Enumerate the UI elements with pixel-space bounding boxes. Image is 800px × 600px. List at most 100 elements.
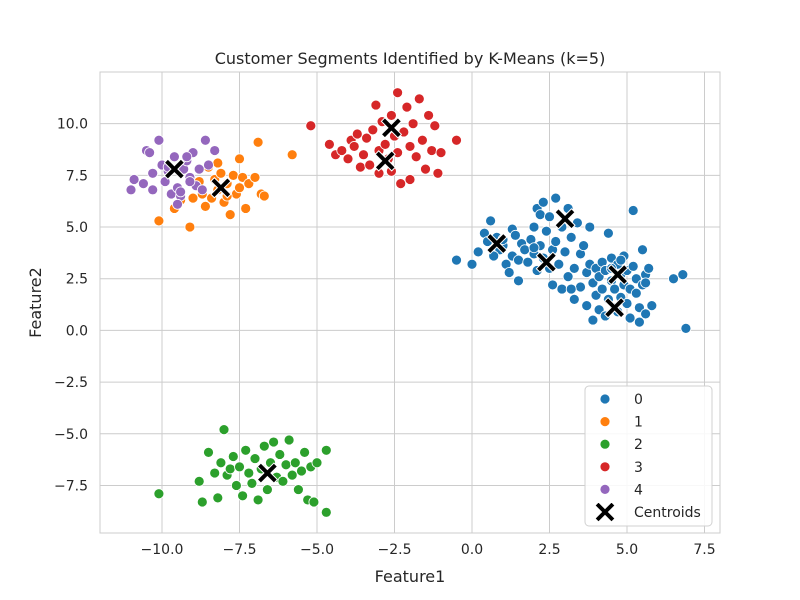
legend-marker-2 bbox=[599, 438, 611, 450]
data-point-cluster-1 bbox=[252, 136, 264, 148]
data-point-cluster-4 bbox=[181, 151, 193, 163]
data-point-cluster-2 bbox=[246, 477, 258, 489]
data-point-cluster-0 bbox=[627, 260, 639, 272]
legend-items: 0 1 2 3 4 Centroids bbox=[594, 392, 701, 523]
data-point-cluster-2 bbox=[308, 496, 320, 508]
data-point-cluster-3 bbox=[404, 141, 416, 152]
data-point-cluster-2 bbox=[237, 490, 249, 502]
legend-label-centroids: Centroids bbox=[634, 505, 701, 521]
centroid-marker bbox=[486, 232, 508, 255]
centroid-marker bbox=[606, 263, 629, 286]
data-point-cluster-3 bbox=[404, 174, 416, 185]
data-point-cluster-3 bbox=[426, 145, 438, 156]
data-point-cluster-2 bbox=[243, 467, 255, 479]
legend-marker-0 bbox=[599, 393, 611, 405]
data-point-cluster-0 bbox=[609, 283, 620, 295]
x-tick-label: −5.0 bbox=[300, 542, 334, 558]
data-point-cluster-1 bbox=[234, 153, 245, 165]
data-point-cluster-2 bbox=[268, 436, 280, 448]
x-tick-label: −7.5 bbox=[223, 542, 257, 558]
data-point-cluster-2 bbox=[234, 461, 245, 473]
y-tick-label: −5.0 bbox=[54, 427, 88, 443]
data-point-cluster-0 bbox=[581, 300, 593, 312]
data-point-cluster-0 bbox=[637, 244, 648, 256]
data-point-cluster-3 bbox=[323, 138, 335, 150]
data-point-cluster-3 bbox=[370, 99, 382, 111]
data-point-cluster-4 bbox=[172, 198, 183, 210]
data-point-cluster-0 bbox=[550, 192, 562, 204]
data-point-cluster-2 bbox=[203, 446, 214, 458]
data-point-cluster-2 bbox=[277, 475, 289, 487]
data-point-cluster-0 bbox=[596, 283, 608, 295]
data-point-cluster-2 bbox=[252, 494, 264, 506]
data-point-cluster-1 bbox=[184, 221, 196, 233]
data-point-cluster-2 bbox=[286, 469, 298, 481]
x-axis-label: Feature1 bbox=[375, 567, 446, 586]
data-point-cluster-2 bbox=[292, 484, 304, 495]
centroid-marker bbox=[256, 462, 279, 484]
legend-label-4: 4 bbox=[634, 482, 643, 498]
data-point-cluster-4 bbox=[137, 178, 149, 190]
data-point-cluster-0 bbox=[565, 231, 577, 243]
data-point-cluster-0 bbox=[451, 254, 462, 266]
data-point-cluster-0 bbox=[559, 246, 571, 258]
data-point-cluster-2 bbox=[230, 480, 242, 491]
legend-label-3: 3 bbox=[634, 460, 643, 476]
data-point-cluster-2 bbox=[320, 444, 332, 456]
data-point-cluster-0 bbox=[544, 211, 555, 223]
legend: 0 1 2 3 4 Centroids bbox=[584, 385, 713, 527]
data-point-cluster-0 bbox=[640, 277, 651, 289]
data-point-cluster-0 bbox=[528, 242, 540, 254]
data-point-cluster-3 bbox=[358, 149, 369, 161]
data-point-cluster-0 bbox=[668, 273, 679, 285]
data-point-cluster-0 bbox=[547, 279, 558, 291]
data-point-cluster-0 bbox=[630, 287, 642, 299]
plot-frame bbox=[99, 71, 721, 534]
legend-marker-centroids bbox=[594, 501, 616, 523]
legend-label-0: 0 bbox=[634, 392, 643, 408]
x-tick-label: 7.5 bbox=[693, 542, 715, 558]
chart-title: Customer Segments Identified by K-Means … bbox=[215, 49, 606, 68]
data-point-cluster-0 bbox=[640, 308, 651, 320]
data-point-cluster-1 bbox=[234, 182, 245, 194]
data-point-cluster-0 bbox=[503, 267, 515, 278]
y-tick-label: 5.0 bbox=[66, 220, 88, 236]
data-point-cluster-0 bbox=[466, 258, 478, 270]
legend-label-1: 1 bbox=[634, 415, 643, 431]
data-point-cluster-0 bbox=[634, 316, 645, 328]
data-point-cluster-1 bbox=[224, 209, 236, 221]
data-point-cluster-1 bbox=[212, 157, 224, 169]
data-point-cluster-0 bbox=[528, 221, 540, 233]
data-point-cluster-0 bbox=[513, 254, 524, 266]
data-point-cluster-0 bbox=[568, 262, 580, 274]
centroid-marker bbox=[535, 251, 558, 273]
series-2-points bbox=[153, 424, 332, 518]
data-point-cluster-4 bbox=[184, 176, 196, 187]
data-point-cluster-1 bbox=[258, 190, 270, 202]
data-point-cluster-2 bbox=[258, 440, 270, 452]
data-point-cluster-4 bbox=[168, 151, 180, 163]
data-point-cluster-4 bbox=[175, 186, 187, 198]
scatter-points bbox=[125, 87, 692, 518]
data-point-cluster-0 bbox=[646, 300, 658, 312]
data-point-cluster-3 bbox=[364, 159, 376, 171]
x-tick-label: 2.5 bbox=[538, 542, 560, 558]
data-point-cluster-3 bbox=[407, 118, 419, 130]
data-point-cluster-1 bbox=[199, 200, 211, 212]
legend-box bbox=[584, 385, 713, 527]
data-point-cluster-3 bbox=[351, 128, 363, 140]
x-tick-label: −10.0 bbox=[141, 542, 184, 558]
data-point-cluster-2 bbox=[274, 449, 286, 460]
data-point-cluster-4 bbox=[203, 159, 214, 171]
data-point-cluster-1 bbox=[153, 215, 165, 227]
data-point-cluster-4 bbox=[209, 145, 221, 156]
data-point-cluster-0 bbox=[519, 244, 531, 256]
data-point-cluster-2 bbox=[320, 506, 332, 518]
data-point-cluster-2 bbox=[209, 467, 221, 479]
data-point-cluster-0 bbox=[534, 209, 546, 221]
data-point-cluster-3 bbox=[385, 110, 397, 121]
data-point-cluster-0 bbox=[550, 236, 562, 247]
data-point-cluster-4 bbox=[193, 163, 205, 175]
legend-marker-4 bbox=[599, 483, 611, 495]
y-tick-label: 7.5 bbox=[66, 168, 88, 184]
